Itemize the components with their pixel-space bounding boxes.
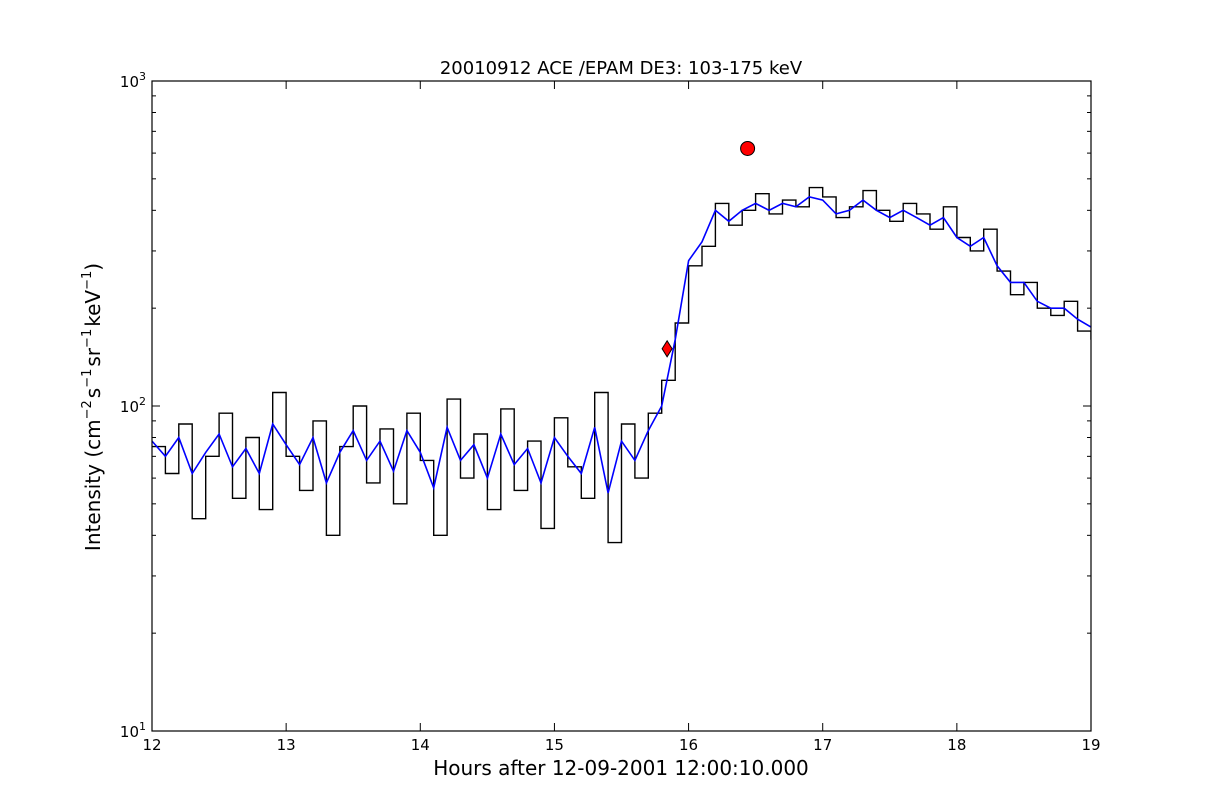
y-tick-label: 101: [120, 720, 146, 741]
x-tick-label: 17: [813, 736, 832, 754]
y-tick-label: 102: [120, 395, 146, 416]
chart-title: 20010912 ACE /EPAM DE3: 103-175 keV: [440, 58, 803, 79]
series-line-1: [152, 186, 1091, 544]
x-tick-label: 18: [947, 736, 966, 754]
series-line-2: [152, 196, 1091, 494]
x-tick-label: 16: [679, 736, 698, 754]
tick-layer: 12 13 14 15 16 17 18 19 101 102 103: [120, 70, 1101, 754]
y-axis-label: Intensity (cm−2s−1sr−1keV−1): [80, 263, 105, 551]
x-tick-label: 15: [545, 736, 564, 754]
marker-layer: [661, 140, 756, 358]
series-layer: [152, 186, 1091, 544]
x-tick-label: 13: [277, 736, 296, 754]
y-tick-label: 103: [120, 70, 146, 91]
marker-circle: [740, 140, 756, 156]
x-tick-label: 12: [142, 736, 161, 754]
x-tick-label: 14: [411, 736, 430, 754]
x-tick-label: 19: [1081, 736, 1100, 754]
x-axis-label: Hours after 12-09-2001 12:00:10.000: [433, 756, 809, 780]
marker-diamond: [661, 339, 673, 358]
